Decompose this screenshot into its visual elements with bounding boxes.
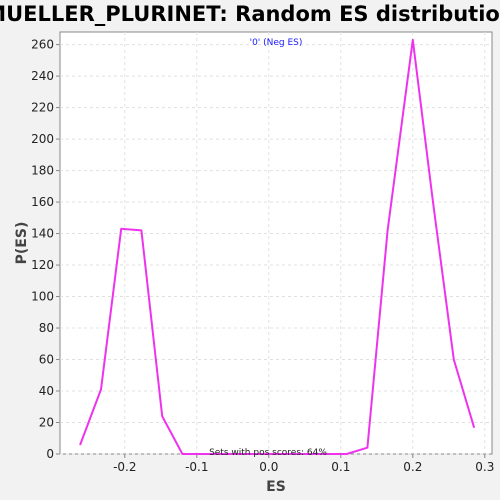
x-tick-label: -0.1 bbox=[185, 460, 208, 474]
data-point bbox=[100, 388, 102, 391]
data-point bbox=[412, 39, 414, 41]
y-tick-label: 100 bbox=[31, 290, 54, 304]
x-tick-label: 0.0 bbox=[259, 460, 278, 474]
data-point bbox=[79, 443, 81, 446]
y-tick-label: 80 bbox=[39, 321, 54, 335]
y-tick-label: 220 bbox=[31, 101, 54, 115]
x-tick-label: 0.3 bbox=[475, 460, 494, 474]
x-tick-label: 0.2 bbox=[403, 460, 422, 474]
x-tick-label: 0.1 bbox=[331, 460, 350, 474]
data-point bbox=[453, 358, 455, 361]
data-point bbox=[386, 229, 389, 232]
data-point bbox=[181, 453, 184, 455]
y-tick-label: 0 bbox=[46, 447, 54, 461]
x-tick-label: -0.2 bbox=[113, 460, 136, 474]
data-point bbox=[304, 453, 307, 455]
data-point bbox=[120, 228, 122, 230]
y-tick-label: 260 bbox=[31, 38, 54, 52]
y-tick-label: 180 bbox=[31, 164, 54, 178]
data-point bbox=[432, 201, 434, 203]
data-point bbox=[345, 453, 348, 455]
data-point bbox=[202, 453, 205, 455]
data-point bbox=[473, 426, 475, 429]
y-tick-label: 20 bbox=[39, 416, 54, 430]
y-tick-label: 200 bbox=[31, 132, 54, 146]
data-point bbox=[263, 453, 266, 455]
y-tick-label: 120 bbox=[31, 258, 54, 272]
data-point bbox=[366, 446, 369, 449]
series-line bbox=[79, 38, 475, 455]
pos-scores-annotation: Sets with pos scores: 64% bbox=[209, 448, 327, 458]
chart-title: MUELLER_PLURINET: Random ES distribution bbox=[0, 2, 500, 26]
chart-subtitle: '0' (Neg ES) bbox=[250, 38, 303, 48]
data-point bbox=[161, 415, 164, 418]
x-axis-title: ES bbox=[266, 479, 286, 495]
grid bbox=[60, 32, 492, 455]
series-group bbox=[79, 38, 475, 455]
data-point bbox=[140, 229, 143, 232]
y-axis-title: P(ES) bbox=[14, 222, 30, 265]
y-tick-label: 140 bbox=[31, 227, 54, 241]
axis-ticks: 0 20 40 60 80 100 120 140 160 180 200 220 240 260 -0.2… bbox=[31, 38, 494, 474]
data-point bbox=[284, 453, 287, 455]
y-tick-label: 240 bbox=[31, 69, 54, 83]
y-tick-label: 160 bbox=[31, 195, 54, 209]
y-tick-label: 60 bbox=[39, 353, 54, 367]
y-tick-label: 40 bbox=[39, 384, 54, 398]
data-point bbox=[325, 453, 328, 455]
data-point bbox=[222, 453, 225, 455]
data-point bbox=[243, 453, 246, 455]
